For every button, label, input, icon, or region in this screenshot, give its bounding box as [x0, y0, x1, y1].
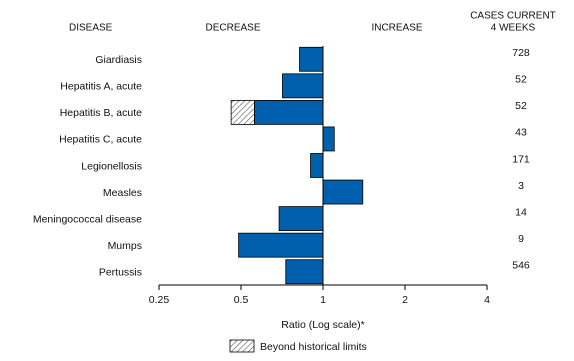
- header-decrease: DECREASE: [205, 23, 260, 34]
- category-label: Hepatitis C, acute: [59, 134, 142, 146]
- x-tick-label: 2: [402, 294, 408, 306]
- bar: [254, 99, 324, 125]
- header-disease: DISEASE: [69, 23, 113, 34]
- cases-value: 43: [515, 127, 527, 139]
- category-label: Measles: [103, 187, 142, 199]
- category-label: Hepatitis B, acute: [60, 107, 142, 119]
- header-cases: CASES CURRENT: [470, 11, 556, 22]
- category-label: Pertussis: [99, 267, 142, 279]
- bar: [310, 153, 324, 178]
- x-tick-label: 4: [484, 294, 490, 306]
- cases-value: 9: [518, 233, 524, 245]
- category-label: Hepatitis A, acute: [60, 81, 142, 93]
- bar: [278, 206, 324, 232]
- legend-swatch: [229, 339, 255, 353]
- legend-label: Beyond historical limits: [260, 341, 367, 353]
- bar: [238, 232, 324, 258]
- x-tick-label: 1: [320, 294, 326, 306]
- header-cases: 4 WEEKS: [491, 23, 536, 34]
- cases-value: 14: [515, 206, 527, 218]
- category-label: Legionellosis: [81, 160, 142, 172]
- cases-value: 3: [518, 180, 524, 192]
- cases-value: 728: [512, 47, 530, 59]
- category-label: Mumps: [108, 240, 142, 252]
- bar: [322, 179, 364, 205]
- cases-value: 171: [512, 153, 530, 165]
- bar: [285, 259, 324, 285]
- category-label: Meningococcal disease: [33, 213, 142, 225]
- cases-value: 546: [512, 260, 530, 272]
- header-increase: INCREASE: [371, 23, 422, 34]
- bar: [282, 73, 324, 99]
- bar: [299, 46, 324, 72]
- x-tick-label: 0.5: [234, 294, 249, 306]
- x-tick-label: 0.25: [149, 294, 170, 306]
- bar-beyond-limits: [230, 99, 255, 125]
- bar: [322, 126, 335, 152]
- cases-value: 52: [515, 100, 527, 112]
- category-label: Giardiasis: [95, 54, 142, 66]
- x-axis-label: Ratio (Log scale)*: [281, 319, 364, 331]
- cases-value: 52: [515, 74, 527, 86]
